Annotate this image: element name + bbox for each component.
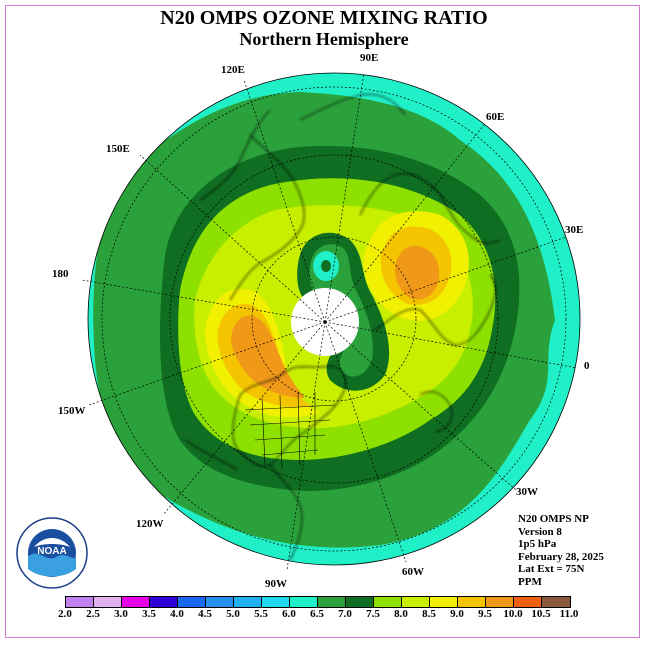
lon-label-30e: 30E <box>565 224 584 236</box>
legend-swatch <box>178 597 206 607</box>
map-subtitle: Northern Hemisphere <box>239 29 409 49</box>
map-boundary <box>87 72 581 566</box>
legend-tick-label: 3.5 <box>142 608 156 620</box>
cyan-hole-core <box>321 260 331 272</box>
legend-swatch <box>290 597 318 607</box>
legend-tick-label: 10.0 <box>503 608 523 620</box>
legend-tick-label: 9.0 <box>450 608 464 620</box>
info-date: February 28, 2025 <box>518 550 604 563</box>
lon-label-30w: 30W <box>516 486 538 498</box>
legend-swatch <box>262 597 290 607</box>
graticule <box>81 72 578 571</box>
legend-tick-label: 8.5 <box>422 608 436 620</box>
legend-tick-label: 7.5 <box>366 608 380 620</box>
legend-tick-label: 7.0 <box>338 608 352 620</box>
legend-tick-label: 6.0 <box>282 608 296 620</box>
info-lat-extent: Lat Ext = 75N <box>518 563 585 575</box>
legend-swatch <box>486 597 514 607</box>
orange-right <box>395 245 440 300</box>
legend-swatch <box>374 597 402 607</box>
legend-tick-label: 5.0 <box>226 608 240 620</box>
lon-label-150w: 150W <box>58 405 86 417</box>
color-legend <box>65 596 571 608</box>
legend-swatch <box>66 597 94 607</box>
legend-tick-label: 5.5 <box>254 608 268 620</box>
legend-swatch <box>402 597 430 607</box>
info-pressure: 1p5 hPa <box>518 538 557 550</box>
lon-label-120w: 120W <box>136 518 164 530</box>
legend-swatch <box>542 597 570 607</box>
map-title: N20 OMPS OZONE MIXING RATIO <box>160 7 488 29</box>
legend-tick-label: 11.0 <box>559 608 579 620</box>
lon-label-150e: 150E <box>106 143 130 155</box>
legend-swatch <box>234 597 262 607</box>
legend-swatch <box>150 597 178 607</box>
lon-label-60w: 60W <box>402 566 424 578</box>
legend-swatch <box>122 597 150 607</box>
legend-swatch <box>430 597 458 607</box>
lon-label-90w: 90W <box>265 578 287 590</box>
legend-swatch <box>206 597 234 607</box>
info-unit: PPM <box>518 575 542 588</box>
legend-tick-label: 2.0 <box>58 608 72 620</box>
lon-label-180: 180 <box>52 268 69 280</box>
legend-tick-label: 10.5 <box>531 608 551 620</box>
info-instrument: N20 OMPS NP <box>518 513 589 525</box>
legend-tick-label: 3.0 <box>114 608 128 620</box>
lon-label-120e: 120E <box>221 64 245 76</box>
plot-frame <box>5 5 640 638</box>
legend-swatch <box>514 597 542 607</box>
legend-swatch <box>458 597 486 607</box>
legend-tick-label: 8.0 <box>394 608 408 620</box>
lon-label-0: 0 <box>584 360 590 372</box>
lon-label-90e: 90E <box>360 52 379 64</box>
legend-tick-label: 4.0 <box>170 608 184 620</box>
info-block: N20 OMPS NP Version 8 1p5 hPa February 2… <box>518 513 604 588</box>
legend-tick-label: 2.5 <box>86 608 100 620</box>
legend-tick-label: 9.5 <box>478 608 492 620</box>
legend-tick-label: 4.5 <box>198 608 212 620</box>
noaa-logo: NOAA <box>16 517 88 589</box>
lon-label-60e: 60E <box>486 111 505 123</box>
noaa-logo-text: NOAA <box>37 546 66 557</box>
legend-tick-label: 6.5 <box>310 608 324 620</box>
orange-left <box>231 315 305 398</box>
legend-swatch <box>346 597 374 607</box>
legend-swatch <box>318 597 346 607</box>
info-version: Version 8 <box>518 525 562 538</box>
legend-swatch <box>94 597 122 607</box>
us-state-lines <box>244 391 336 469</box>
